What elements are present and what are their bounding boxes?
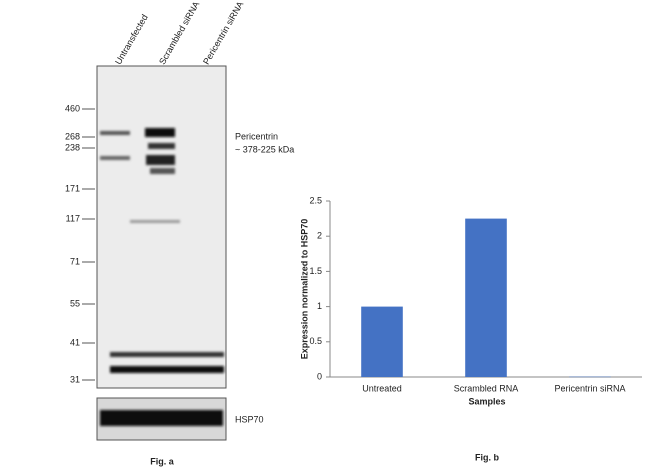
- x-tick-label: Scrambled RNA: [454, 383, 519, 393]
- y-tick-label: 2.5: [309, 195, 322, 205]
- lane-label: Scrambled siRNA: [157, 0, 201, 66]
- marker-label: 31: [70, 374, 80, 384]
- y-tick-label: 0.5: [309, 336, 322, 346]
- marker-label: 171: [65, 183, 80, 193]
- hsp70-band: [100, 410, 223, 426]
- marker-label: 55: [70, 298, 80, 308]
- y-axis-label: Expression normalized to HSP70: [299, 219, 309, 360]
- y-tick-label: 2: [317, 231, 322, 241]
- caption-b: Fig. b: [475, 452, 499, 462]
- target-name: Pericentrin: [235, 131, 278, 141]
- blot-bands: [100, 128, 224, 373]
- y-tick-label: 1: [317, 301, 322, 311]
- caption-a: Fig. a: [150, 456, 174, 466]
- x-tick-label: Pericentrin siRNA: [554, 383, 625, 393]
- y-tick-label: 0: [317, 371, 322, 381]
- bar: [569, 376, 611, 378]
- target-size: ~ 378-225 kDa: [235, 144, 294, 154]
- marker-label: 268: [65, 131, 80, 141]
- lane-label: Untransfected: [113, 13, 150, 67]
- bar: [465, 218, 507, 377]
- y-tick-label: 1.5: [309, 266, 322, 276]
- x-axis-label: Samples: [468, 396, 505, 406]
- x-tick-label: Untreated: [362, 383, 402, 393]
- blot-membrane: [96, 65, 227, 389]
- lane-label: Pericentrin siRNA: [201, 0, 245, 66]
- marker-label: 117: [66, 213, 80, 223]
- marker-label: 460: [65, 103, 80, 113]
- loading-control: HSP70: [235, 414, 264, 424]
- bar: [361, 306, 403, 377]
- marker-label: 71: [70, 256, 80, 266]
- marker-label: 41: [70, 337, 80, 347]
- marker-label: 238: [65, 142, 80, 152]
